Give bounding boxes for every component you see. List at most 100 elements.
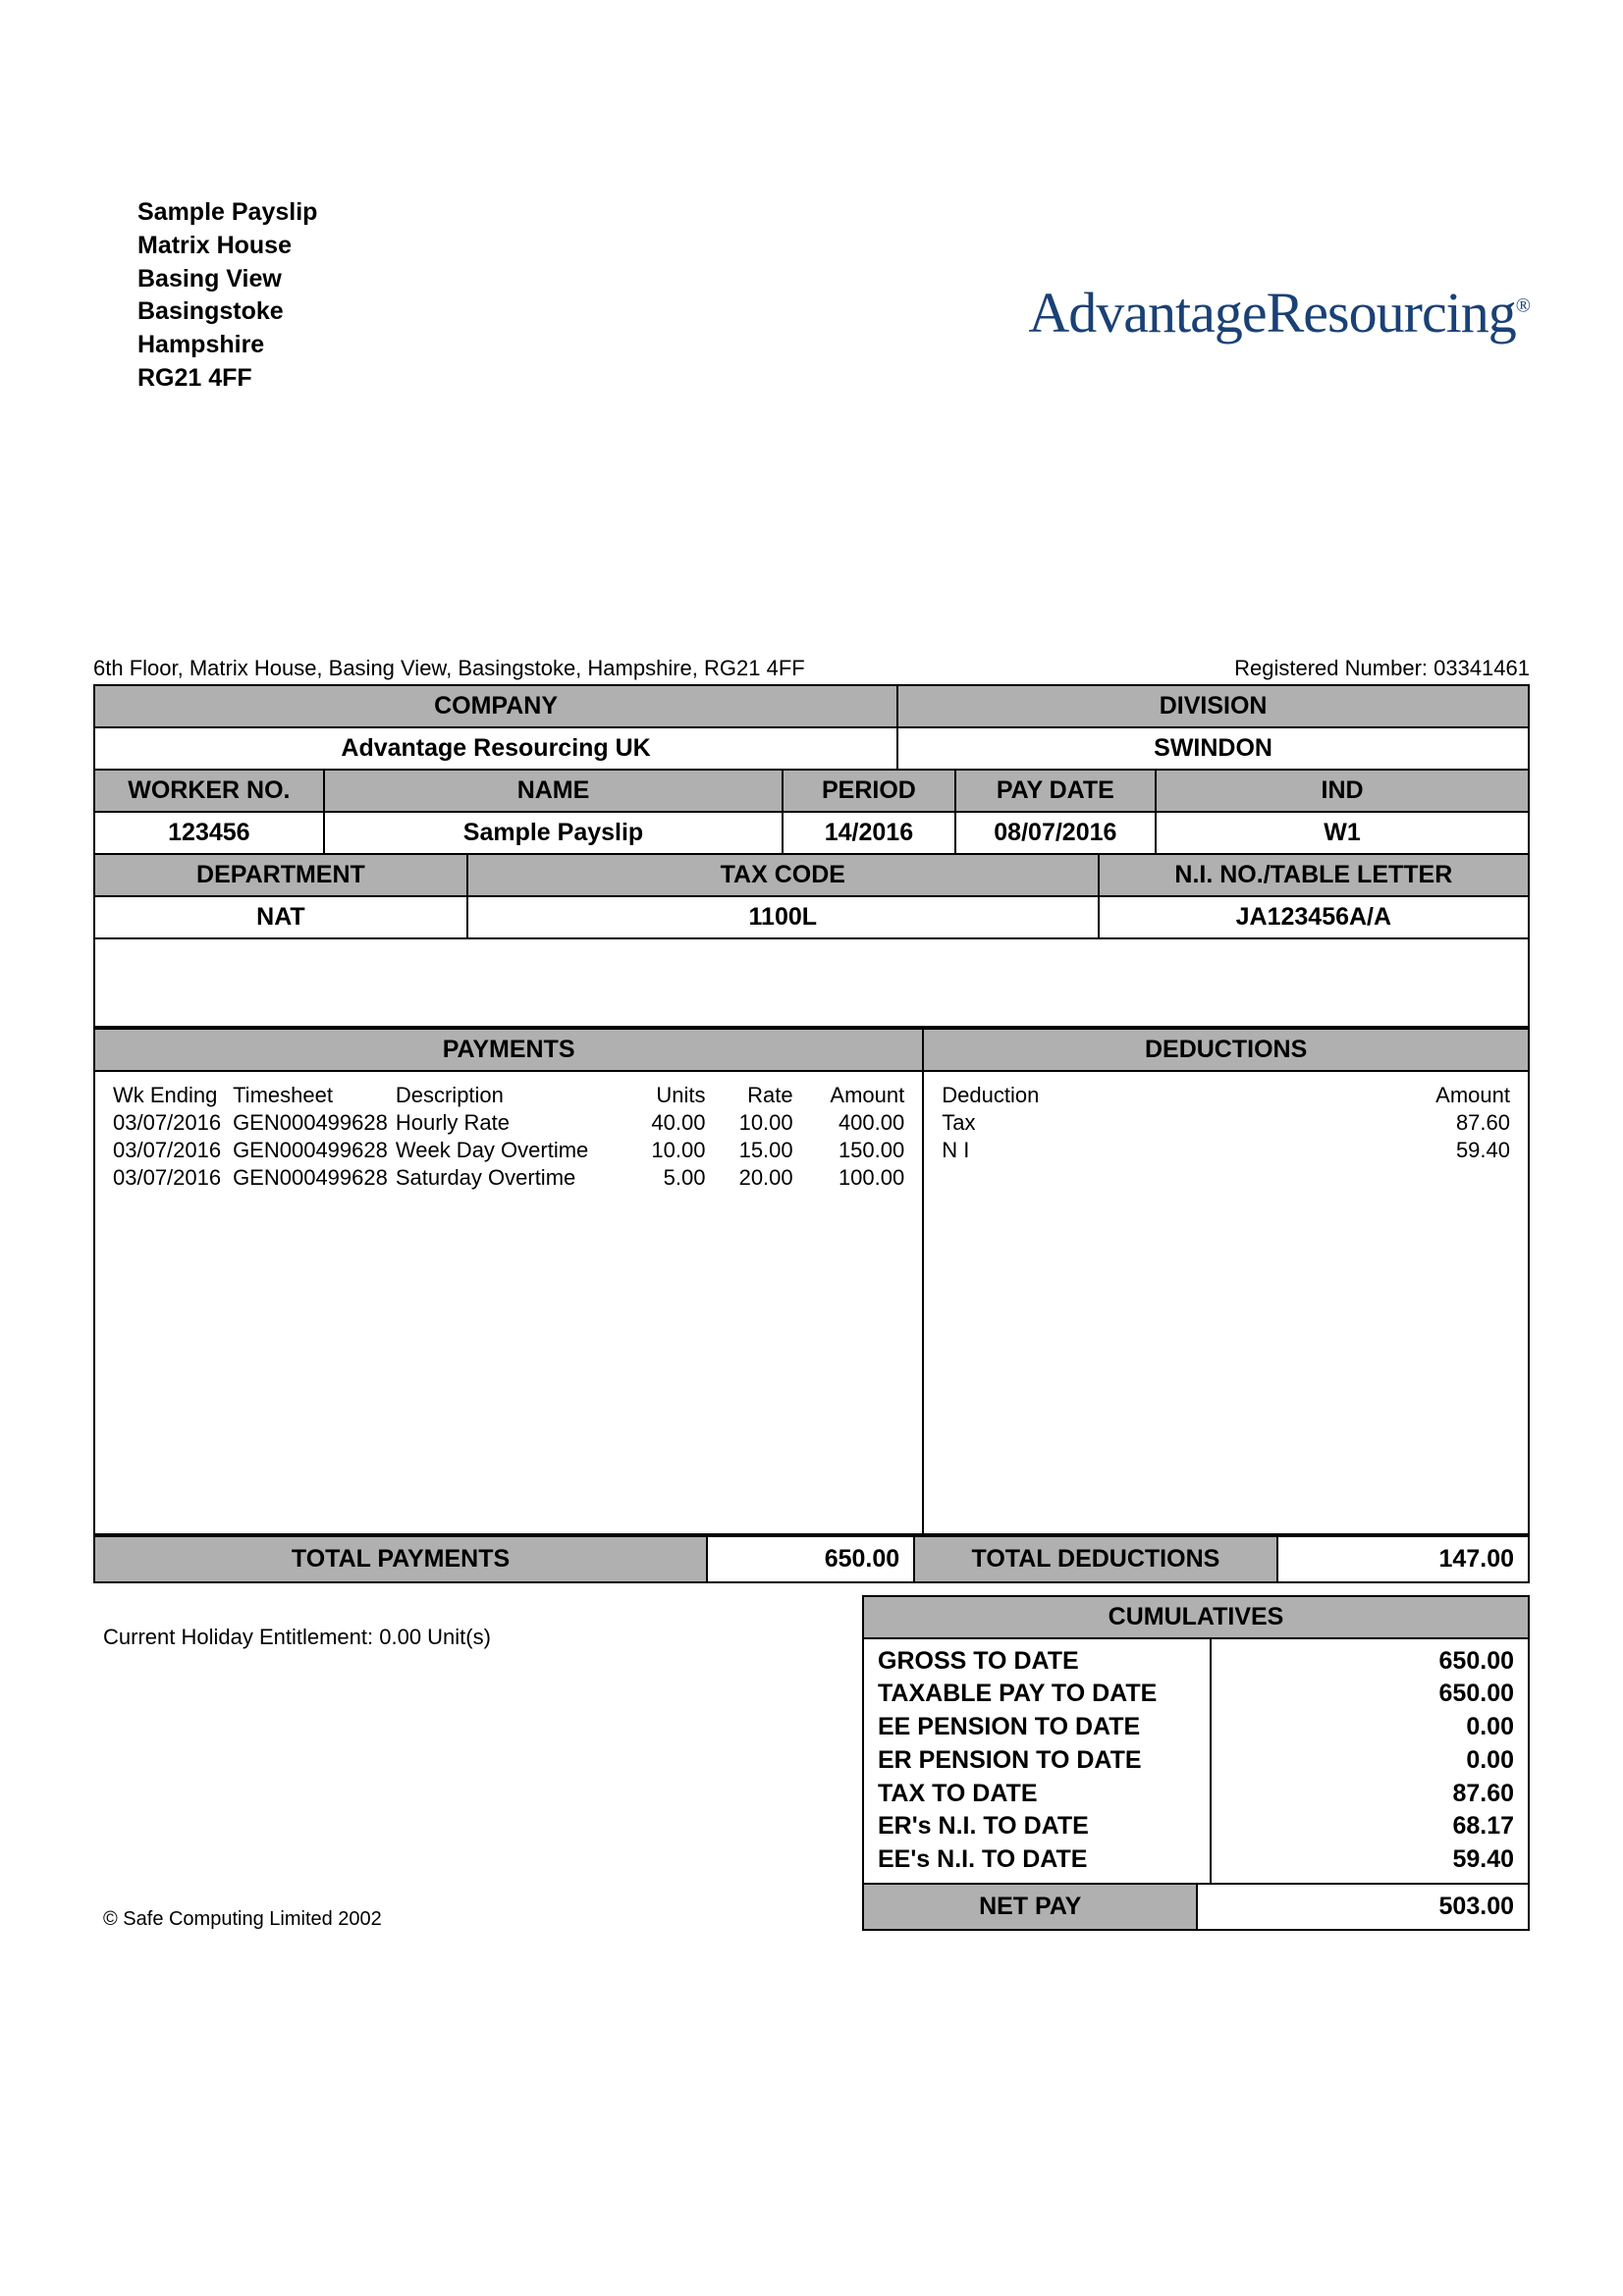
pay-ts: GEN000499628	[229, 1137, 392, 1164]
payment-row: 03/07/2016GEN000499628Saturday Overtime5…	[109, 1164, 908, 1192]
cum-label: GROSS TO DATE	[878, 1645, 1196, 1679]
col-desc: Description	[392, 1082, 622, 1109]
payment-row: 03/07/2016GEN000499628Week Day Overtime1…	[109, 1137, 908, 1164]
hdr-deductions: DEDUCTIONS	[924, 1030, 1528, 1072]
val-company: Advantage Resourcing UK	[94, 727, 897, 770]
col-wkending: Wk Ending	[109, 1082, 229, 1109]
pay-amount: 150.00	[797, 1137, 909, 1164]
pay-rate: 15.00	[709, 1137, 796, 1164]
hdr-period: PERIOD	[783, 770, 954, 812]
hdr-paydate: PAY DATE	[955, 770, 1157, 812]
val-taxcode: 1100L	[467, 896, 1099, 938]
cum-value: 650.00	[1225, 1678, 1514, 1711]
pay-rate: 10.00	[709, 1109, 796, 1137]
holiday-entitlement: Current Holiday Entitlement: 0.00 Unit(s…	[103, 1625, 842, 1650]
spacer	[94, 938, 1529, 1027]
payments-column: PAYMENTS Wk Ending Timesheet Description…	[93, 1028, 922, 1535]
col-amount: Amount	[797, 1082, 909, 1109]
hdr-ind: IND	[1156, 770, 1529, 812]
pay-ded-section: PAYMENTS Wk Ending Timesheet Description…	[93, 1028, 1530, 1535]
col-dedname: Deduction	[938, 1082, 1261, 1109]
info-grid-2: WORKER NO. NAME PERIOD PAY DATE IND 1234…	[93, 769, 1530, 855]
info-grid: COMPANY DIVISION Advantage Resourcing UK…	[93, 684, 1530, 771]
address-line: Sample Payslip	[137, 196, 1530, 230]
pay-units: 10.00	[622, 1137, 709, 1164]
payments-body: Wk Ending Timesheet Description Units Ra…	[95, 1072, 922, 1533]
hdr-nino: N.I. NO./TABLE LETTER	[1099, 854, 1529, 896]
ded-name: N I	[938, 1137, 1261, 1164]
col-units: Units	[622, 1082, 709, 1109]
bottom-section: Current Holiday Entitlement: 0.00 Unit(s…	[93, 1595, 1530, 1931]
hdr-division: DIVISION	[897, 685, 1529, 727]
hdr-company: COMPANY	[94, 685, 897, 727]
col-timesheet: Timesheet	[229, 1082, 392, 1109]
payslip-page: Sample Payslip Matrix House Basing View …	[0, 0, 1623, 2029]
total-deductions-value: 147.00	[1278, 1535, 1530, 1583]
pay-ts: GEN000499628	[229, 1109, 392, 1137]
hdr-cumulatives: CUMULATIVES	[862, 1595, 1530, 1639]
val-dept: NAT	[94, 896, 467, 938]
ded-name: Tax	[938, 1109, 1261, 1137]
cumulatives-box: CUMULATIVES GROSS TO DATETAXABLE PAY TO …	[862, 1595, 1530, 1931]
cum-value: 0.00	[1225, 1711, 1514, 1744]
pay-ts: GEN000499628	[229, 1164, 392, 1192]
meta-row: 6th Floor, Matrix House, Basing View, Ba…	[93, 656, 1530, 681]
cum-value: 87.60	[1225, 1778, 1514, 1811]
val-name: Sample Payslip	[324, 812, 784, 854]
cumulatives-labels: GROSS TO DATETAXABLE PAY TO DATEEE PENSI…	[864, 1639, 1212, 1883]
deduction-row: N I59.40	[938, 1137, 1514, 1164]
totals-row: TOTAL PAYMENTS 650.00 TOTAL DEDUCTIONS 1…	[93, 1535, 1530, 1583]
registered-number: Registered Number: 03341461	[1234, 656, 1530, 681]
pay-rate: 20.00	[709, 1164, 796, 1192]
company-logo: AdvantageResourcing®	[1028, 280, 1530, 346]
total-payments-label: TOTAL PAYMENTS	[93, 1535, 708, 1583]
pay-amount: 400.00	[797, 1109, 909, 1137]
payment-row: 03/07/2016GEN000499628Hourly Rate40.0010…	[109, 1109, 908, 1137]
val-ind: W1	[1156, 812, 1529, 854]
pay-desc: Hourly Rate	[392, 1109, 622, 1137]
cum-value: 650.00	[1225, 1645, 1514, 1679]
pay-units: 5.00	[622, 1164, 709, 1192]
copyright: © Safe Computing Limited 2002	[103, 1908, 842, 1931]
deduction-row: Tax87.60	[938, 1109, 1514, 1137]
pay-desc: Week Day Overtime	[392, 1137, 622, 1164]
hdr-workerno: WORKER NO.	[94, 770, 324, 812]
info-grid-3: DEPARTMENT TAX CODE N.I. NO./TABLE LETTE…	[93, 853, 1530, 1028]
val-period: 14/2016	[783, 812, 954, 854]
address-line: Matrix House	[137, 230, 1530, 263]
cumulatives-values: 650.00650.000.000.0087.6068.1759.40	[1212, 1639, 1528, 1883]
cum-label: TAXABLE PAY TO DATE	[878, 1678, 1196, 1711]
company-address-line: 6th Floor, Matrix House, Basing View, Ba…	[93, 656, 805, 681]
ded-amount: 87.60	[1261, 1109, 1514, 1137]
payments-table: Wk Ending Timesheet Description Units Ra…	[109, 1082, 908, 1192]
cum-value: 0.00	[1225, 1744, 1514, 1778]
cum-label: ER's N.I. TO DATE	[878, 1810, 1196, 1843]
deductions-table: Deduction Amount Tax87.60N I59.40	[938, 1082, 1514, 1164]
logo-reg: ®	[1516, 295, 1530, 317]
pay-amount: 100.00	[797, 1164, 909, 1192]
cumulatives-body: GROSS TO DATETAXABLE PAY TO DATEEE PENSI…	[862, 1639, 1530, 1885]
address-line: RG21 4FF	[137, 362, 1530, 396]
netpay-row: NET PAY 503.00	[862, 1885, 1530, 1931]
pay-wk: 03/07/2016	[109, 1109, 229, 1137]
pay-wk: 03/07/2016	[109, 1164, 229, 1192]
logo-part2: Resourcing	[1267, 281, 1516, 345]
pay-desc: Saturday Overtime	[392, 1164, 622, 1192]
val-division: SWINDON	[897, 727, 1529, 770]
val-paydate: 08/07/2016	[955, 812, 1157, 854]
ded-amount: 59.40	[1261, 1137, 1514, 1164]
val-nino: JA123456A/A	[1099, 896, 1529, 938]
hdr-taxcode: TAX CODE	[467, 854, 1099, 896]
cum-label: EE PENSION TO DATE	[878, 1711, 1196, 1744]
cum-value: 68.17	[1225, 1810, 1514, 1843]
netpay-value: 503.00	[1198, 1885, 1528, 1929]
total-deductions-label: TOTAL DEDUCTIONS	[915, 1535, 1278, 1583]
cum-label: EE's N.I. TO DATE	[878, 1843, 1196, 1877]
logo-part1: Advantage	[1028, 281, 1266, 345]
hdr-dept: DEPARTMENT	[94, 854, 467, 896]
col-rate: Rate	[709, 1082, 796, 1109]
bottom-left: Current Holiday Entitlement: 0.00 Unit(s…	[93, 1595, 862, 1931]
val-workerno: 123456	[94, 812, 324, 854]
deductions-body: Deduction Amount Tax87.60N I59.40	[924, 1072, 1528, 1533]
cum-value: 59.40	[1225, 1843, 1514, 1877]
